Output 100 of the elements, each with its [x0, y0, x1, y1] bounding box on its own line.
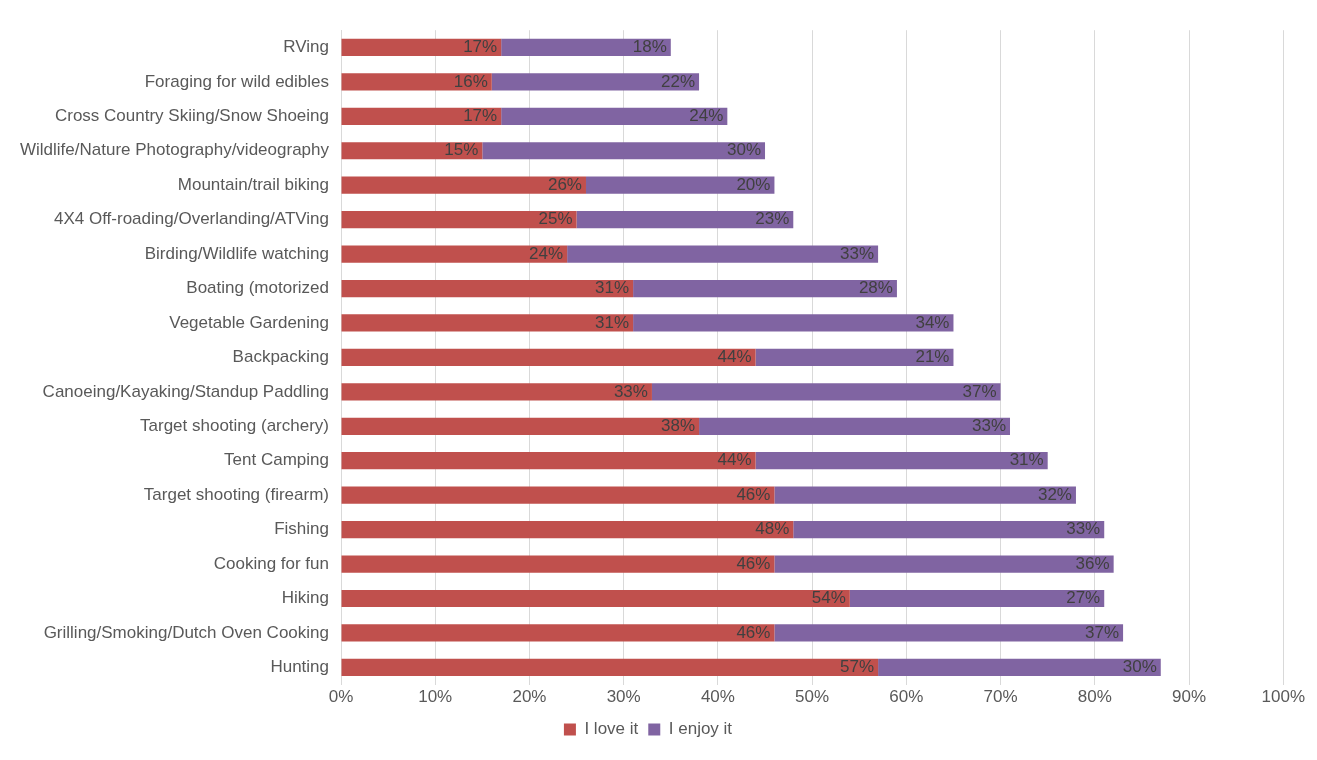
data-label: 33%	[840, 243, 875, 263]
data-label: 18%	[632, 37, 667, 57]
bar	[793, 521, 1105, 539]
y-tick-label: Hunting	[270, 657, 329, 677]
data-label: 30%	[726, 140, 762, 160]
bar	[341, 521, 794, 539]
data-label: 31%	[1009, 450, 1044, 470]
data-label: 17%	[463, 37, 498, 57]
data-label: 21%	[915, 347, 950, 367]
bar	[341, 555, 775, 573]
y-tick-label: Hiking	[281, 588, 329, 608]
data-label: 37%	[1085, 622, 1120, 642]
x-tick-label: 20%	[512, 687, 547, 707]
x-tick-label: 30%	[606, 687, 641, 707]
bar	[341, 38, 502, 57]
bar	[341, 417, 700, 435]
x-tick-label: 40%	[700, 687, 735, 707]
bar	[633, 279, 897, 298]
bar	[341, 624, 775, 642]
x-tick-label: 70%	[983, 687, 1018, 707]
y-tick-label: Canoeing/Kayaking/Standup Paddling	[42, 381, 329, 401]
bar	[585, 176, 775, 194]
data-label: 16%	[453, 71, 488, 91]
y-tick-label: Cross Country Skiing/Snow Shoeing	[54, 105, 329, 125]
data-label: 28%	[858, 278, 893, 298]
bar	[576, 211, 794, 229]
y-tick-label: Vegetable Gardening	[169, 312, 329, 332]
bar	[849, 589, 1105, 608]
bar	[501, 107, 728, 125]
data-label: 33%	[971, 415, 1007, 435]
x-tick-label: 50%	[795, 687, 830, 707]
bar	[341, 107, 502, 125]
bar	[774, 624, 1124, 642]
bar	[341, 658, 879, 676]
bar	[699, 417, 1011, 435]
x-tick-label: 10%	[418, 687, 453, 707]
data-label: 24%	[529, 243, 564, 263]
y-tick-label: Target shooting (archery)	[140, 415, 329, 435]
data-label: 44%	[717, 347, 752, 367]
y-tick-label: Birding/Wildlife watching	[144, 243, 329, 263]
data-label: 44%	[717, 450, 752, 470]
x-tick-label: 0%	[328, 687, 354, 707]
data-label: 27%	[1066, 588, 1101, 608]
bar	[341, 245, 568, 263]
data-label: 15%	[444, 140, 479, 160]
bar	[341, 211, 577, 229]
y-tick-label: Boating (motorized	[186, 278, 329, 298]
data-label: 46%	[736, 622, 771, 642]
data-label: 38%	[661, 415, 696, 435]
data-label: 33%	[1066, 519, 1101, 539]
bar	[341, 279, 634, 298]
bar	[633, 314, 954, 332]
data-label: 36%	[1075, 553, 1110, 573]
data-label: 24%	[689, 105, 724, 125]
y-tick-label: Wildlife/Nature Photography/videography	[19, 140, 330, 160]
bar	[341, 176, 586, 194]
bar	[755, 348, 954, 367]
data-label: 30%	[1122, 657, 1157, 677]
bar	[341, 589, 850, 608]
y-tick-label: Tent Camping	[224, 450, 329, 470]
x-tick-label: 90%	[1172, 687, 1207, 707]
bar	[341, 452, 756, 470]
bar	[341, 73, 492, 91]
data-label: 20%	[736, 174, 771, 194]
bar	[341, 486, 775, 504]
data-label: 32%	[1037, 484, 1072, 504]
data-label: 34%	[915, 312, 950, 332]
bar	[755, 452, 1048, 470]
bar	[501, 38, 671, 57]
data-label: 17%	[463, 105, 498, 125]
data-label: 23%	[755, 209, 790, 229]
bar	[341, 348, 756, 367]
y-tick-label: Grilling/Smoking/Dutch Oven Cooking	[43, 622, 329, 642]
y-tick-label: Cooking for fun	[213, 553, 329, 573]
data-label: 31%	[595, 312, 630, 332]
x-tick-label: 100%	[1261, 687, 1305, 707]
x-tick-label: 80%	[1077, 687, 1112, 707]
data-label: 33%	[613, 381, 648, 401]
data-label: 22%	[661, 71, 696, 91]
y-tick-label: Foraging for wild edibles	[144, 71, 329, 91]
data-label: 26%	[547, 174, 582, 194]
y-tick-label: 4X4 Off-roading/Overlanding/ATVing	[54, 209, 329, 229]
data-label: 37%	[962, 381, 997, 401]
bar	[774, 555, 1114, 573]
bar	[878, 658, 1161, 676]
y-tick-label: Backpacking	[232, 347, 329, 367]
y-tick-label: Fishing	[274, 519, 329, 539]
bar	[774, 486, 1076, 504]
x-tick-label: 60%	[889, 687, 924, 707]
data-label: 46%	[736, 553, 771, 573]
legend-label: I enjoy it	[668, 719, 733, 739]
bar	[341, 314, 634, 332]
data-label: 57%	[840, 657, 875, 677]
bar	[651, 383, 1001, 401]
data-label: 25%	[538, 209, 573, 229]
y-tick-label: Mountain/trail biking	[177, 174, 329, 194]
data-label: 46%	[736, 484, 771, 504]
y-tick-label: RVing	[283, 37, 329, 57]
bar	[482, 142, 766, 160]
y-tick-label: Target shooting (firearm)	[143, 484, 329, 504]
